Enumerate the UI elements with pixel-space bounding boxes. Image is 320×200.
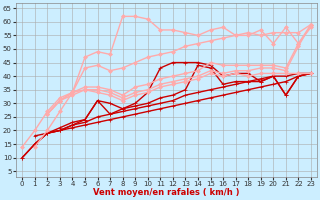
X-axis label: Vent moyen/en rafales ( km/h ): Vent moyen/en rafales ( km/h ) [93,188,240,197]
